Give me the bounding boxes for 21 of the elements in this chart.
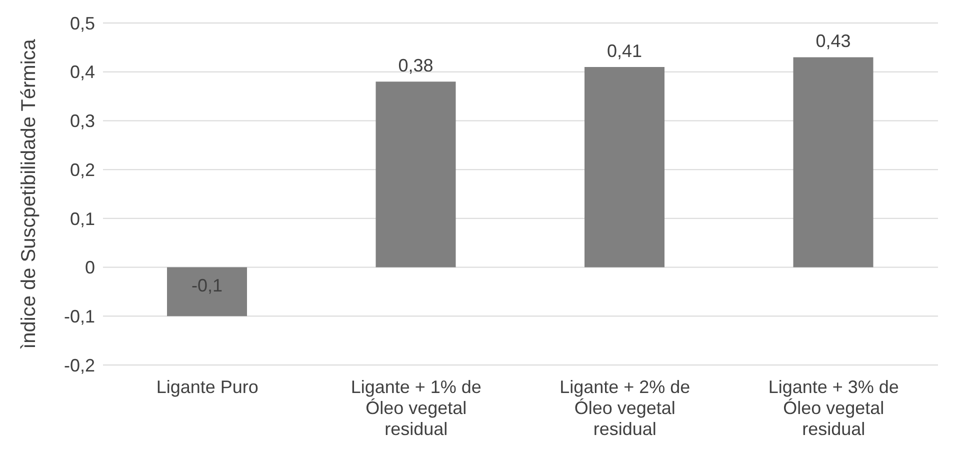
x-tick-label: Ligante + 3% de Óleo vegetal residual: [768, 377, 899, 439]
y-tick-label: 0: [84, 258, 95, 278]
x-tick-label: Ligante + 1% de Óleo vegetal residual: [350, 377, 482, 439]
data-label: 0,38: [398, 56, 434, 76]
data-label: -0,1: [191, 275, 223, 296]
data-label: 0,43: [816, 31, 851, 52]
y-tick-label: 0,3: [70, 111, 95, 132]
bar: [793, 57, 874, 268]
y-tick-label: -0,1: [64, 306, 95, 327]
y-tick-label: -0,2: [64, 355, 95, 376]
y-axis-title: ìndice de Suscpetibilidade Térmica: [18, 38, 40, 349]
data-label: 0,41: [606, 40, 642, 61]
y-tick-label: 0,5: [70, 13, 95, 34]
y-tick-label: 0,2: [70, 160, 95, 180]
bar: [167, 267, 247, 316]
x-tick-label: Ligante Puro: [156, 377, 258, 397]
bar: [584, 66, 664, 268]
y-tick-label: 0,4: [70, 62, 95, 82]
y-tick-label: 0,1: [70, 208, 95, 229]
bar: [376, 82, 456, 268]
x-tick-label: Ligante + 2% de Óleo vegetal residual: [560, 377, 690, 439]
